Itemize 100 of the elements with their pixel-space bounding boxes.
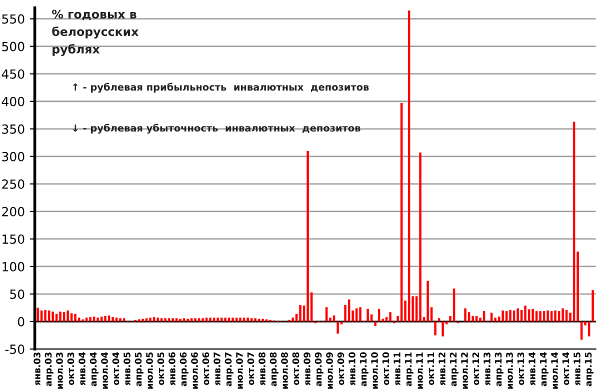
x-tick-label: июл.06 [191,352,198,389]
bar [52,312,54,322]
x-tick-label: окт.12 [472,352,480,385]
x-tick-label: окт.03 [67,352,74,385]
x-tick-label: янв.11 [394,352,400,386]
bar [168,318,170,322]
y-tick-label: 500 [2,42,24,52]
bar [228,318,230,322]
x-tick-label: июл.09 [326,352,333,389]
bar [554,310,556,322]
bar [74,314,76,322]
bar [190,318,193,322]
x-tick-label: янв.14 [528,352,536,386]
x-tick-label: апр.04 [90,352,98,386]
bar [175,318,178,322]
bar [546,310,549,322]
x-tick-label: янв.03 [34,352,40,386]
x-tick-label: янв.08 [258,352,266,386]
bar [239,318,242,322]
bar [164,318,166,322]
bar [366,308,369,322]
x-tick-label: янв.12 [438,352,446,386]
x-tick-label: окт.06 [202,352,210,385]
bar [438,318,440,322]
bar [299,305,302,322]
bar [532,308,534,322]
x-tick-label: июл.12 [461,352,468,389]
bar [246,318,249,322]
y-tick-label: 0 [18,317,24,326]
y-tick-label: 150 [2,234,24,244]
x-tick-label: окт.13 [517,352,524,385]
bar [104,316,106,322]
bar [212,318,216,322]
x-tick-label: янв.06 [168,352,176,386]
bar [235,318,238,322]
bar [145,318,148,322]
bar [156,318,159,322]
y-tick-label: 400 [2,96,24,106]
bar [194,318,196,322]
bar [115,318,118,322]
x-tick-label: апр.13 [494,352,504,386]
bar [62,312,66,322]
x-tick-label: июл.10 [371,352,378,389]
bar [216,318,219,322]
x-tick-label: окт.11 [427,352,434,385]
bar [186,318,189,322]
bar [516,308,519,322]
x-tick-label: апр.08 [270,352,278,386]
bar [434,322,436,336]
bar [209,318,212,322]
x-tick-label: янв.04 [78,352,86,386]
x-tick-label: апр.11 [404,352,414,386]
bar [89,317,92,322]
x-tick-label: апр.14 [540,352,548,386]
x-tick-label: июл.07 [236,352,243,389]
bar [472,316,474,322]
x-tick-label: окт.05 [157,352,164,385]
bar [122,318,126,322]
x-tick-label: янв.09 [304,352,310,386]
bar [359,307,362,322]
x-tick-label: июл.05 [146,352,153,389]
y-tick-label: 100 [2,262,24,272]
bar [152,317,156,322]
bar [96,318,99,322]
annotation: ↓ - рублевая убыточность инвалютных депозитов [73,124,360,134]
bar [85,318,88,322]
bar [509,310,512,322]
x-tick-label: июл.08 [281,352,288,389]
bar [588,322,590,336]
x-tick-label: окт.07 [247,352,254,385]
bar [262,318,264,322]
x-tick-label: июл.11 [416,352,423,389]
bar [442,322,444,336]
bar [202,318,204,322]
bar [198,318,200,322]
bar [112,317,114,322]
bar [224,318,226,322]
x-tick-label: янв.13 [484,352,490,386]
x-tick-label: янв.05 [124,352,130,386]
bar [66,310,69,322]
x-tick-label: апр.06 [180,352,188,386]
x-tick-label: янв.10 [348,352,356,386]
bar [179,318,182,322]
bar [220,318,223,322]
bar [524,306,526,322]
bar [490,312,493,322]
x-tick-label: апр.05 [134,352,144,386]
annotation: % годовых в белорусских рублях [52,10,138,56]
x-tick-label: апр.03 [44,352,54,386]
y-tick-label: 350 [2,124,24,134]
annotation: ↑ - рублевая прибыльность инвалютных депозитов [73,82,369,93]
x-tick-label: июл.14 [551,352,558,389]
bar [182,318,186,322]
bar [592,290,594,322]
x-tick-label: июл.03 [56,352,63,389]
y-tick-label: 550 [2,14,24,24]
x-tick-label: апр.15 [584,352,594,386]
x-tick-label: окт.09 [337,352,344,385]
bar [336,322,339,334]
bar [250,318,253,322]
